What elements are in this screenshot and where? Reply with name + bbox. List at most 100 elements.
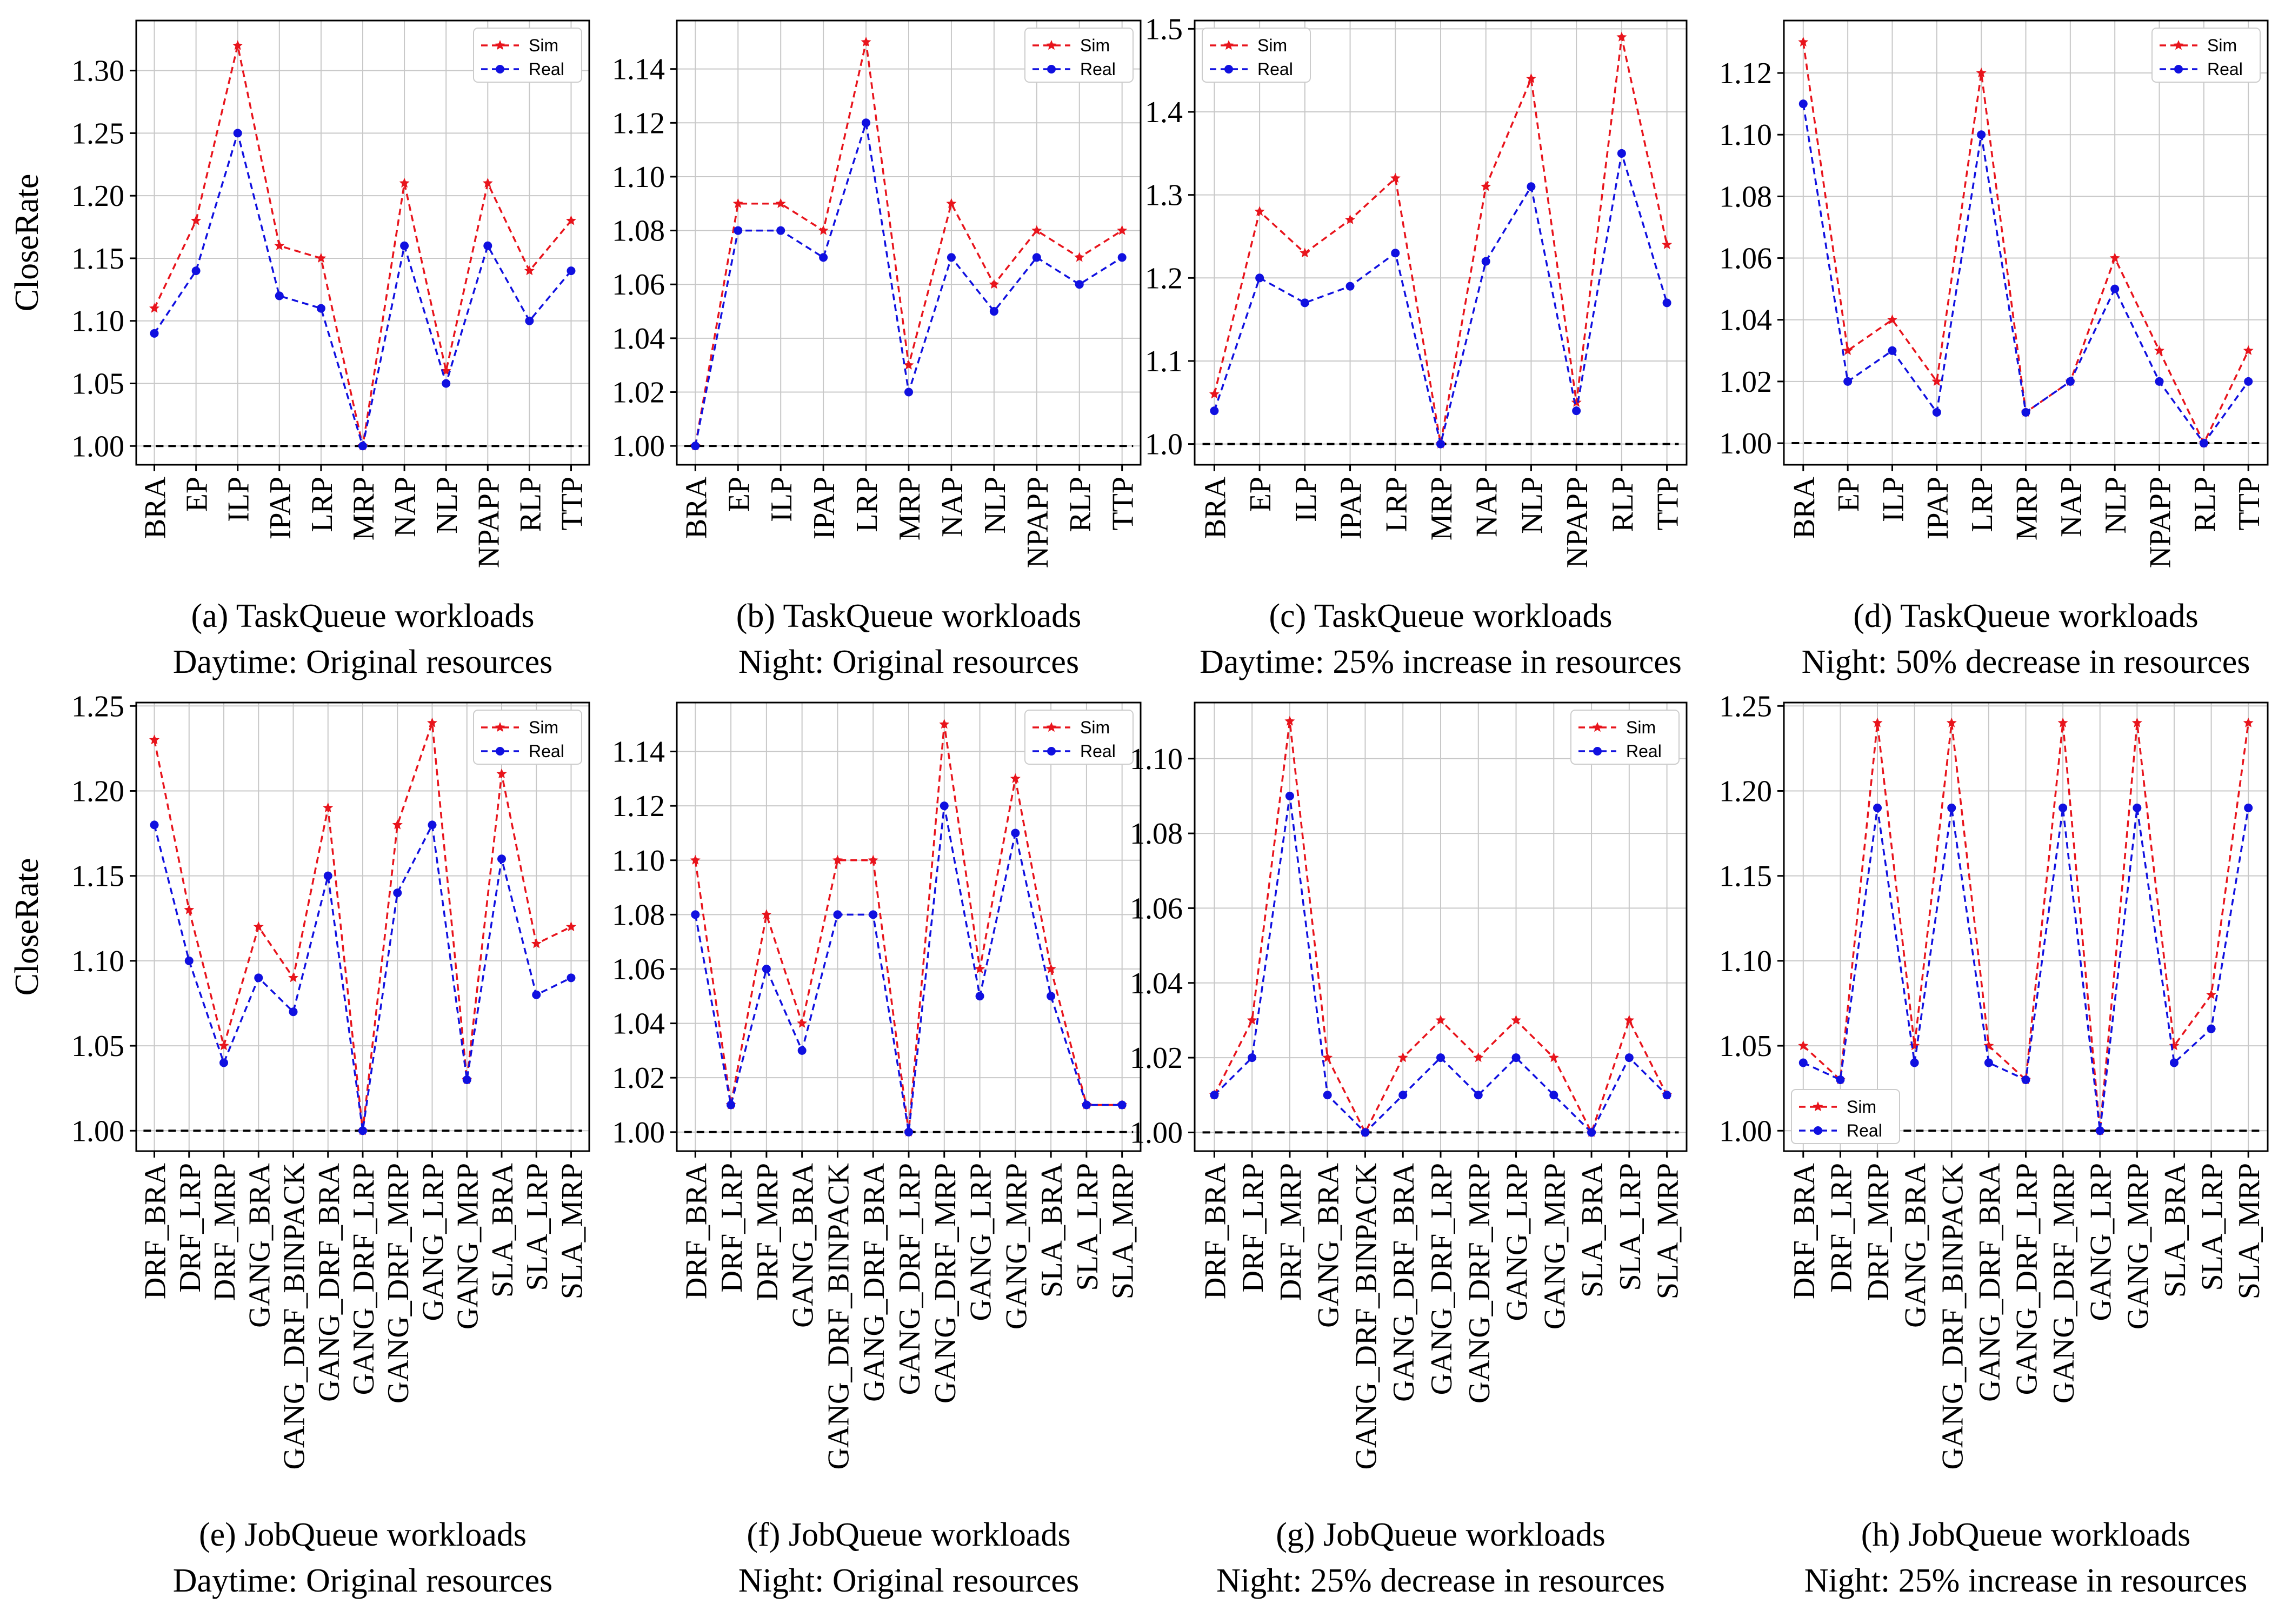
data-point-sim bbox=[903, 359, 914, 370]
data-point-real bbox=[1398, 1091, 1408, 1100]
x-tick-label: ILP bbox=[1876, 477, 1910, 522]
data-point-sim bbox=[1548, 1052, 1559, 1062]
x-tick-label: GANG_DRF_BINPACK bbox=[1936, 1163, 1969, 1469]
data-point-real bbox=[734, 226, 743, 235]
x-tick-label: NAP bbox=[936, 477, 969, 537]
data-point-real bbox=[1323, 1091, 1332, 1100]
data-point-sim bbox=[975, 964, 985, 974]
legend-marker-sim bbox=[2173, 40, 2184, 50]
data-point-sim bbox=[1525, 73, 1536, 83]
data-point-real bbox=[797, 1046, 807, 1055]
data-point-real bbox=[428, 820, 437, 830]
x-tick-label: SLA_MRP bbox=[2233, 1163, 2266, 1299]
caption-line-2: Night: Original resources bbox=[738, 644, 1079, 680]
y-tick-label: 1.1 bbox=[1145, 345, 1183, 378]
x-tick-label: TTP bbox=[1107, 477, 1140, 531]
caption-line-2: Daytime: 25% increase in resources bbox=[1200, 644, 1682, 680]
data-point-real bbox=[1984, 1058, 1993, 1067]
x-tick-label: RLP bbox=[2188, 477, 2222, 532]
x-tick-label: GANG_BRA bbox=[1312, 1162, 1345, 1327]
y-tick-label: 1.25 bbox=[1719, 690, 1772, 723]
x-tick-label: LRP bbox=[1966, 477, 1999, 532]
data-point-sim bbox=[2057, 717, 2068, 727]
data-point-real bbox=[275, 291, 284, 300]
x-tick-label: EP bbox=[1832, 477, 1866, 512]
data-point-sim bbox=[1247, 1014, 1257, 1025]
legend-marker-real bbox=[1593, 747, 1602, 756]
data-point-sim bbox=[184, 904, 195, 914]
data-point-real bbox=[947, 253, 956, 262]
y-tick-label: 1.10 bbox=[612, 161, 665, 194]
legend-marker-sim bbox=[1223, 40, 1234, 50]
x-tick-label: TTP bbox=[555, 477, 589, 531]
data-point-real bbox=[1511, 1053, 1521, 1062]
y-tick-label: 1.00 bbox=[71, 1114, 124, 1148]
y-tick-label: 1.10 bbox=[71, 945, 124, 978]
data-point-real bbox=[2133, 803, 2142, 812]
data-point-sim bbox=[149, 303, 159, 313]
legend-label-sim: Sim bbox=[529, 36, 558, 55]
y-tick-label: 1.12 bbox=[612, 106, 665, 140]
y-tick-label: 1.02 bbox=[1130, 1041, 1183, 1075]
x-tick-label: GANG_DRF_MRP bbox=[2047, 1163, 2081, 1404]
x-tick-label: SLA_BRA bbox=[1035, 1162, 1069, 1297]
data-point-real bbox=[1300, 298, 1309, 308]
data-point-sim bbox=[399, 178, 410, 188]
data-point-real bbox=[989, 307, 998, 316]
y-tick-label: 1.02 bbox=[1719, 365, 1772, 399]
y-tick-label: 1.5 bbox=[1145, 12, 1183, 46]
data-point-sim bbox=[690, 854, 701, 865]
caption-line-2: Night: 25% increase in resources bbox=[1804, 1562, 2248, 1599]
data-point-sim bbox=[1031, 225, 1042, 235]
y-tick-label: 1.4 bbox=[1145, 96, 1183, 129]
caption-line-1: (h) JobQueue workloads bbox=[1861, 1516, 2191, 1553]
y-tick-label: 1.10 bbox=[1719, 118, 1772, 152]
data-point-real bbox=[150, 820, 159, 830]
x-tick-label: DRF_BRA bbox=[1198, 1162, 1232, 1299]
data-point-real bbox=[2169, 1058, 2179, 1067]
data-point-real bbox=[975, 992, 984, 1001]
y-tick-label: 1.08 bbox=[1130, 817, 1183, 851]
data-point-real bbox=[1117, 1100, 1127, 1110]
data-point-sim bbox=[1571, 397, 1582, 407]
data-point-sim bbox=[1284, 716, 1295, 726]
x-tick-label: GANG_DRF_BRA bbox=[1387, 1162, 1421, 1401]
data-point-real bbox=[393, 888, 402, 898]
data-point-sim bbox=[1045, 964, 1056, 974]
legend-label-real: Real bbox=[1080, 741, 1116, 761]
data-point-real bbox=[1117, 253, 1127, 262]
data-point-real bbox=[819, 253, 828, 262]
data-point-real bbox=[400, 241, 409, 250]
chart-d: 1.00 1.02 1.04 1.06 1.08 1.10 1.12 BRA EP ILP IPAP… bbox=[1719, 19, 2269, 680]
data-point-sim bbox=[2131, 717, 2142, 727]
legend-marker-real bbox=[2174, 65, 2183, 73]
y-tick-label: 1.04 bbox=[612, 322, 665, 356]
y-tick-label: 1.12 bbox=[1719, 57, 1772, 90]
x-tick-label: DRF_LRP bbox=[174, 1163, 207, 1293]
data-point-real bbox=[219, 1058, 229, 1067]
data-point-real bbox=[1361, 1128, 1370, 1137]
legend-marker-sim bbox=[495, 40, 505, 50]
chart-c: 1.0 1.1 1.2 1.3 1.4 1.5 BRA EP ILP IPAP LRP MRP NAP N… bbox=[1145, 12, 1688, 680]
data-point-sim bbox=[1345, 214, 1356, 224]
y-tick-label: 1.06 bbox=[612, 268, 665, 302]
x-tick-label: MRP bbox=[1425, 477, 1458, 540]
legend-label-sim: Sim bbox=[529, 718, 558, 737]
x-tick-label: EP bbox=[722, 477, 756, 512]
x-tick-label: SLA_LRP bbox=[1071, 1163, 1104, 1291]
data-point-sim bbox=[1209, 389, 1220, 399]
data-point-real bbox=[2207, 1024, 2216, 1033]
data-point-real bbox=[2021, 407, 2030, 417]
data-point-real bbox=[1011, 828, 1020, 838]
x-tick-label: GANG_DRF_MRP bbox=[382, 1163, 415, 1404]
legend-label-sim: Sim bbox=[1080, 718, 1110, 737]
data-point-sim bbox=[566, 921, 576, 932]
data-point-real bbox=[1210, 1091, 1219, 1100]
legend-marker-sim bbox=[1592, 722, 1603, 732]
data-point-sim bbox=[1946, 717, 1957, 727]
data-point-sim bbox=[775, 198, 786, 208]
legend-box bbox=[1024, 28, 1134, 83]
data-point-real bbox=[254, 973, 263, 983]
data-point-sim bbox=[1473, 1052, 1484, 1062]
chart-e: 1.00 1.05 1.10 1.15 1.20 1.25 DRF_BRA DRF_LRP DR… bbox=[9, 690, 590, 1599]
